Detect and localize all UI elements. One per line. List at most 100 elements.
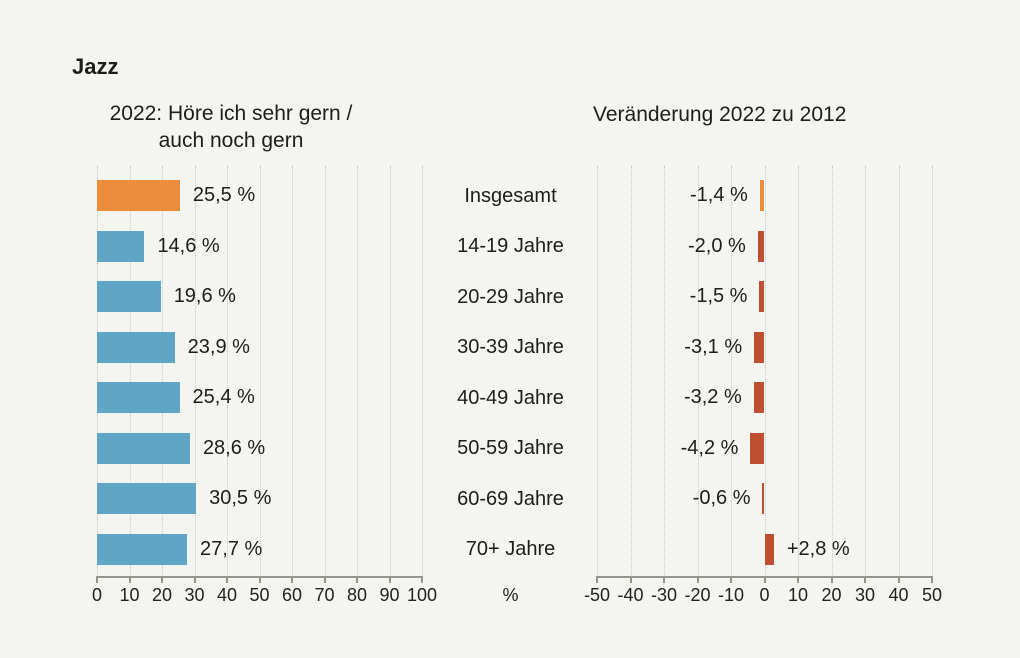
value-label: 28,6 % xyxy=(202,436,266,459)
axis-tick xyxy=(128,576,131,583)
category-label: 50-59 Jahre xyxy=(457,437,564,460)
axis-tick xyxy=(388,576,391,583)
bar-50-59 Jahre xyxy=(97,432,190,464)
axis-tick-label: 10 xyxy=(119,585,140,605)
axis-tick xyxy=(696,576,699,583)
gridline xyxy=(129,166,131,576)
value-label: 14,6 % xyxy=(157,234,220,257)
axis-tick xyxy=(96,576,98,583)
gridline xyxy=(764,166,766,576)
gridline xyxy=(97,166,98,576)
left-chart-title-line2: auch noch gern xyxy=(158,129,304,152)
gridline xyxy=(422,166,423,576)
gridline xyxy=(597,166,598,576)
value-label: 30,5 % xyxy=(209,487,272,510)
axis-tick xyxy=(323,576,326,583)
category-label: 40-49 Jahre xyxy=(457,386,564,409)
axis-tick xyxy=(629,576,632,583)
axis-tick-label: -20 xyxy=(684,585,711,605)
bar-14-19 Jahre xyxy=(97,230,145,262)
axis-tick xyxy=(931,576,933,583)
gridline xyxy=(259,166,261,576)
axis-tick-label: -30 xyxy=(650,585,677,605)
gridline xyxy=(731,166,732,576)
bar-30-39 Jahre xyxy=(754,331,765,363)
value-label: -0,6 % xyxy=(692,487,751,510)
axis-tick xyxy=(226,576,228,583)
axis-tick xyxy=(730,576,732,583)
value-label: 19,6 % xyxy=(173,285,236,308)
category-label: 30-39 Jahre xyxy=(457,336,564,359)
value-label: -1,4 % xyxy=(689,184,748,206)
axis-tick-label: 60 xyxy=(281,585,303,605)
right-chart-title: Veränderung 2022 zu 2012 xyxy=(593,103,847,126)
axis-tick xyxy=(421,576,423,583)
bar-Insgesamt xyxy=(759,180,765,211)
bar-60-69 Jahre xyxy=(762,483,765,515)
bar-70+ Jahre xyxy=(764,533,774,565)
gridline xyxy=(697,166,699,576)
axis-tick xyxy=(864,576,866,583)
axis-tick xyxy=(291,576,293,583)
gridline xyxy=(630,166,632,576)
axis-tick-label: 50 xyxy=(249,585,270,605)
value-label: -3,2 % xyxy=(683,386,742,409)
value-label: -4,2 % xyxy=(680,436,739,459)
axis-tick-label: 0 xyxy=(759,585,770,605)
bar-40-49 Jahre xyxy=(97,382,180,414)
gridline xyxy=(162,166,163,576)
axis-tick xyxy=(663,576,665,583)
bar-70+ Jahre xyxy=(97,533,188,565)
left-chart-title-line1: 2022: Höre ich sehr gern / xyxy=(109,102,353,125)
value-label: -2,0 % xyxy=(687,234,746,257)
value-label: +2,8 % xyxy=(786,537,850,560)
axis-tick-label: 80 xyxy=(346,585,368,605)
axis-tick xyxy=(830,576,833,583)
axis-tick xyxy=(596,576,598,583)
category-label: 20-29 Jahre xyxy=(457,285,564,308)
gridline xyxy=(865,166,866,576)
gridline xyxy=(292,166,293,576)
axis-tick xyxy=(258,576,261,583)
value-label: 25,4 % xyxy=(192,386,255,409)
category-label: 70+ Jahre xyxy=(465,538,556,561)
value-label: 27,7 % xyxy=(200,537,263,560)
gridline xyxy=(831,166,833,576)
x-axis-line xyxy=(597,576,932,578)
percent-axis-unit-label: % xyxy=(502,585,519,605)
axis-tick-label: 50 xyxy=(921,585,943,605)
axis-tick xyxy=(356,576,358,583)
axis-tick-label: -50 xyxy=(583,585,610,605)
axis-tick xyxy=(797,576,799,583)
value-label: -1,5 % xyxy=(689,285,748,308)
gridline xyxy=(357,166,358,576)
gridline xyxy=(664,166,665,576)
bar-20-29 Jahre xyxy=(759,281,765,313)
axis-tick-label: -40 xyxy=(617,585,644,605)
axis-tick xyxy=(193,576,196,583)
value-label: -3,1 % xyxy=(684,335,743,358)
left-chart-title: 2022: Höre ich sehr gern / auch noch ger… xyxy=(94,100,368,154)
category-label: 14-19 Jahre xyxy=(457,235,564,258)
gridline xyxy=(324,166,326,576)
category-label: Insgesamt xyxy=(464,184,557,207)
gridline xyxy=(389,166,391,576)
gridline xyxy=(898,166,900,576)
bar-14-19 Jahre xyxy=(757,230,765,262)
axis-tick xyxy=(897,576,900,583)
axis-tick xyxy=(161,576,163,583)
axis-tick-label: 30 xyxy=(184,585,205,605)
axis-tick-label: -10 xyxy=(717,585,744,605)
value-label: 23,9 % xyxy=(187,335,250,358)
axis-tick-label: 90 xyxy=(379,585,400,605)
axis-tick-label: 70 xyxy=(314,585,335,605)
bar-30-39 Jahre xyxy=(97,331,175,363)
axis-tick-label: 0 xyxy=(91,585,102,605)
gridline xyxy=(798,166,799,576)
axis-tick-label: 30 xyxy=(854,585,876,605)
axis-tick-label: 40 xyxy=(888,585,909,605)
axis-tick-label: 10 xyxy=(787,585,809,605)
axis-tick-label: 20 xyxy=(821,585,842,605)
x-axis-line xyxy=(97,576,422,578)
